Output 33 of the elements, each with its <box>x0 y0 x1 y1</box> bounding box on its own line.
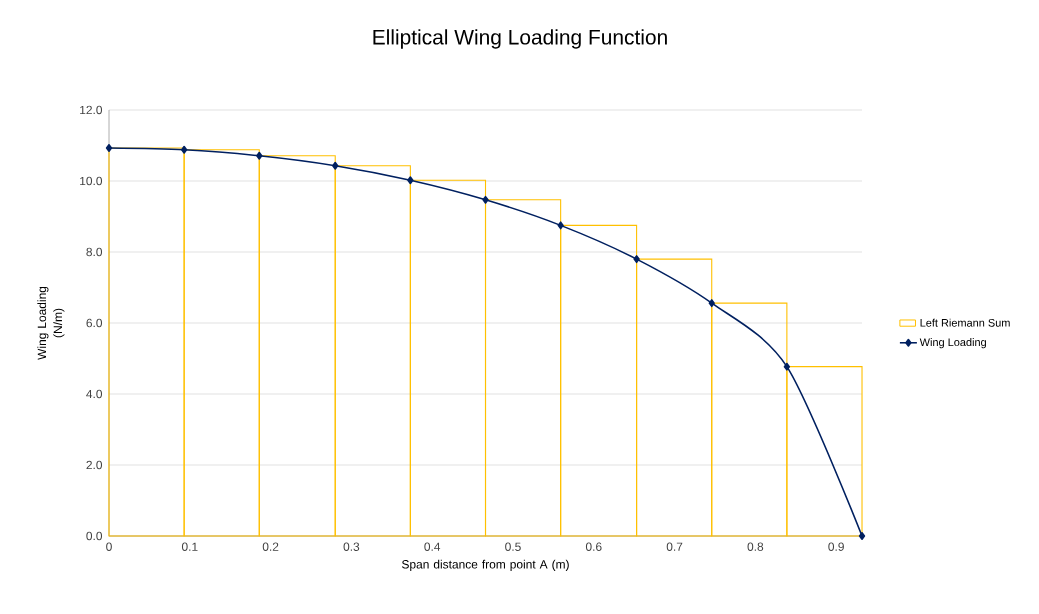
x-axis-title: Span distance from point A (m) <box>402 559 569 571</box>
point <box>256 151 263 160</box>
x-tick-label: 0 <box>106 542 112 551</box>
y-axis-title: Wing Loading (N/m) <box>37 286 65 360</box>
chart-title: Elliptical Wing Loading Function <box>373 29 667 49</box>
point <box>105 143 113 152</box>
x-tick-label: 0.1 <box>181 542 198 551</box>
point <box>482 195 489 204</box>
point <box>557 221 564 230</box>
y-tick-label: 6.0 <box>86 318 103 328</box>
x-tick-label: 0.6 <box>585 542 602 551</box>
x-tick-label: 0.2 <box>262 542 279 551</box>
point <box>708 299 715 308</box>
point <box>407 176 414 185</box>
legend-label: Wing Loading <box>919 338 986 349</box>
x-tick-label: 0.4 <box>424 542 441 551</box>
point <box>858 532 866 540</box>
point <box>783 362 791 371</box>
y-tick-label: 12.0 <box>80 105 103 115</box>
x-tick-label: 0.3 <box>343 542 360 551</box>
x-tick-label: 0.7 <box>666 542 683 551</box>
y-tick-label: 2.0 <box>86 460 103 470</box>
x-tick-label: 0.5 <box>505 542 521 551</box>
point <box>180 145 188 154</box>
y-tick-label: 10.0 <box>80 176 103 186</box>
x-tick-label: 0.8 <box>747 542 764 551</box>
legend-label: Left Riemann Sum <box>920 318 1010 327</box>
y-tick-label: 0.0 <box>86 531 103 541</box>
y-tick-label: 4.0 <box>86 389 103 399</box>
x-tick-label: 0.9 <box>828 542 844 551</box>
y-tick-label: 8.0 <box>86 247 103 257</box>
point <box>633 255 640 264</box>
point <box>332 161 339 170</box>
